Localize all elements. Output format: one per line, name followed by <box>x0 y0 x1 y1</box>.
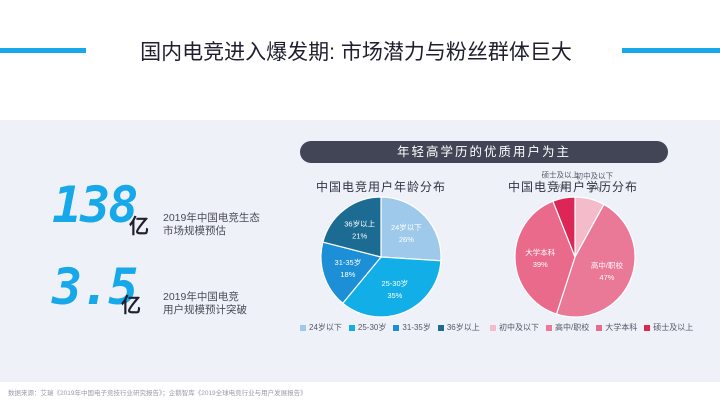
education-pie-category-label-2: 大学本科 <box>525 247 555 257</box>
age-pie-value-label-0: 26% <box>399 235 414 244</box>
age-legend-swatch-3 <box>437 324 444 331</box>
education-pie-chart: 初中及以下 8% 高中/职校 47% 大学本科 39% 硕士及以上 6% <box>514 169 636 318</box>
education-pie-category-label-1: 高中/职校 <box>591 260 624 270</box>
age-legend-item-1: 25-30岁 <box>348 322 387 333</box>
age-legend-item-0: 24岁以下 <box>300 322 342 333</box>
education-legend-swatch-1 <box>546 324 552 331</box>
age-chart-title: 中国电竞用户年龄分布 <box>315 180 446 194</box>
education-pie-category-label-3: 硕士及以上 <box>542 169 580 179</box>
education-legend-label-3: 硕士及以上 <box>653 323 694 332</box>
education-pie-value-label-3: 6% <box>555 182 566 191</box>
age-legend-swatch-0 <box>300 324 306 331</box>
education-legend-item-3: 硕士及以上 <box>644 322 693 333</box>
education-chart-title: 中国电竞用户学历分布 <box>507 180 638 194</box>
age-pie-slice-0 <box>380 196 442 262</box>
education-pie-value-label-1: 47% <box>599 273 614 282</box>
age-legend-swatch-2 <box>393 324 400 331</box>
age-chart-legend: 24岁以下 25-30岁 31-35岁 36岁以上 <box>300 322 487 333</box>
education-legend-swatch-3 <box>644 324 651 331</box>
stat-user-size-value: 3.5 <box>52 258 138 316</box>
age-legend-item-3: 36岁以上 <box>437 322 480 333</box>
education-legend-label-0: 初中及以下 <box>499 323 539 332</box>
age-pie-chart: 24岁以下 26% 25-30岁 35% 31-35岁 18% 36岁以上 21% <box>320 196 442 318</box>
education-pie-slice-3 <box>552 196 576 258</box>
age-pie-category-label-2: 31-35岁 <box>335 257 362 267</box>
age-pie-value-label-2: 18% <box>340 270 355 279</box>
education-legend-swatch-2 <box>596 324 603 331</box>
education-legend-item-1: 高中/职校 <box>546 322 589 333</box>
education-legend-item-2: 大学本科 <box>596 322 637 333</box>
title-accent-bar-left <box>0 48 86 53</box>
title-accent-bar-right <box>622 48 720 53</box>
education-pie-category-label-0: 初中及以下 <box>576 170 614 180</box>
age-pie-value-label-1: 35% <box>387 291 402 300</box>
education-pie-slice-1 <box>555 203 636 318</box>
age-legend-label-2: 31-35岁 <box>402 323 431 332</box>
age-pie-slice-1 <box>341 256 442 318</box>
education-pie-slice-2 <box>514 200 576 315</box>
education-legend-label-1: 高中/职校 <box>555 323 590 332</box>
education-pie-value-label-2: 39% <box>533 260 548 269</box>
stat-market-size-value: 138 <box>52 176 138 234</box>
age-pie-category-label-1: 25-30岁 <box>381 278 408 288</box>
age-legend-label-1: 25-30岁 <box>357 323 387 332</box>
stat-user-size-desc: 2019年中国电竞 用户规模预计突破 <box>163 291 247 316</box>
stat-user-size-unit: 亿 <box>121 295 141 317</box>
summary-banner: 年轻高学历的优质用户为主 <box>300 141 668 163</box>
education-pie-value-label-0: 8% <box>589 183 600 192</box>
page-title: 国内电竞进入爆发期: 市场潜力与粉丝群体巨大 <box>140 41 572 64</box>
age-pie-slice-3 <box>322 196 382 258</box>
stat-market-size-desc: 2019年中国电竞生态 市场规模预估 <box>163 212 260 237</box>
education-legend-item-0: 初中及以下 <box>490 322 539 333</box>
education-legend-swatch-0 <box>490 324 496 331</box>
age-legend-label-0: 24岁以下 <box>309 323 342 332</box>
age-legend-swatch-1 <box>348 324 355 331</box>
education-legend-label-2: 大学本科 <box>605 323 638 332</box>
age-pie-slice-2 <box>320 241 383 305</box>
age-pie-category-label-0: 24岁以下 <box>391 222 422 232</box>
age-pie-category-label-3: 36岁以上 <box>344 219 375 229</box>
education-chart-legend: 初中及以下 高中/职校 大学本科 硕士及以上 <box>490 322 700 333</box>
age-pie-value-label-3: 21% <box>352 232 367 241</box>
data-source-note: 数据来源：艾瑞《2019年中国电子竞技行业研究报告》；企鹅智库《2019全球电竞… <box>8 390 307 397</box>
age-legend-item-2: 31-35岁 <box>393 322 431 333</box>
stat-market-size-unit: 亿 <box>129 216 149 238</box>
age-legend-label-3: 36岁以上 <box>446 323 480 332</box>
